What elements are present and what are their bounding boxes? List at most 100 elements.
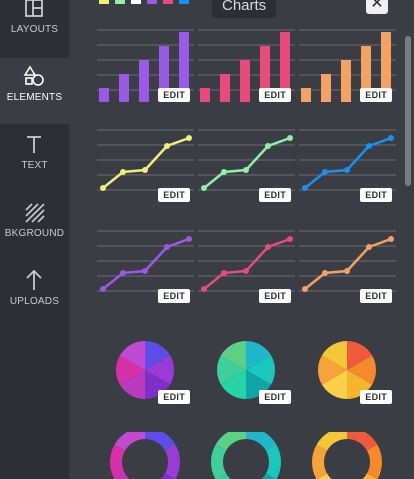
donut-chart-card-purple[interactable] bbox=[97, 432, 194, 479]
bar-chart-card-orange[interactable]: EDIT bbox=[299, 28, 396, 104]
bar bbox=[341, 60, 351, 102]
sidebar-item-elements[interactable]: ELEMENTS bbox=[0, 58, 69, 124]
point bbox=[287, 135, 293, 141]
line-chart-card-purple[interactable]: EDIT bbox=[97, 229, 194, 305]
edit-button[interactable]: EDIT bbox=[158, 188, 190, 202]
pie-slice bbox=[318, 355, 347, 385]
pie-slice bbox=[321, 341, 347, 370]
point bbox=[186, 236, 192, 242]
pie-slice bbox=[347, 355, 376, 385]
donut-chart-thumbnail bbox=[312, 432, 382, 479]
sidebar-item-uploads[interactable]: UPLOADS bbox=[0, 262, 69, 328]
point bbox=[186, 135, 192, 141]
edit-button[interactable]: EDIT bbox=[360, 88, 392, 102]
point bbox=[322, 169, 328, 175]
edit-button[interactable]: EDIT bbox=[259, 289, 291, 303]
strip-tile bbox=[147, 0, 157, 4]
donut-segment bbox=[316, 432, 348, 451]
donut-segment bbox=[114, 432, 146, 451]
line-chart-card-green[interactable]: EDIT bbox=[198, 128, 295, 204]
bar bbox=[99, 88, 109, 102]
strip-tile bbox=[115, 0, 125, 4]
bar bbox=[280, 32, 290, 102]
point bbox=[366, 244, 372, 250]
point bbox=[366, 143, 372, 149]
bar bbox=[321, 74, 331, 102]
panel-title: Charts bbox=[212, 0, 277, 18]
donut-segment bbox=[245, 432, 277, 451]
point bbox=[100, 185, 106, 191]
line-chart-thumbnail bbox=[198, 129, 295, 191]
sidebar-item-label: ELEMENTS bbox=[6, 92, 63, 103]
sidebar-item-label: TEXT bbox=[21, 160, 48, 171]
point bbox=[265, 244, 271, 250]
bar-chart-card-purple[interactable]: EDIT bbox=[97, 28, 194, 104]
line-chart-card-pink[interactable]: EDIT bbox=[198, 229, 295, 305]
pie-slice bbox=[145, 355, 174, 385]
edit-button[interactable]: EDIT bbox=[158, 289, 190, 303]
bar bbox=[381, 32, 391, 102]
edit-button[interactable]: EDIT bbox=[360, 390, 392, 404]
sidebar-item-background[interactable]: BKGROUND bbox=[0, 194, 69, 260]
edit-button[interactable]: EDIT bbox=[158, 390, 190, 404]
donut-chart-card-teal[interactable] bbox=[198, 432, 295, 479]
point bbox=[164, 244, 170, 250]
edit-button[interactable]: EDIT bbox=[158, 88, 190, 102]
edit-button[interactable]: EDIT bbox=[360, 289, 392, 303]
bar bbox=[200, 88, 210, 102]
bar bbox=[240, 60, 250, 102]
edit-button[interactable]: EDIT bbox=[259, 390, 291, 404]
bar bbox=[159, 46, 169, 102]
point bbox=[344, 167, 350, 173]
line-chart-thumbnail bbox=[97, 129, 194, 191]
pie-slice bbox=[116, 355, 145, 385]
strip-tile bbox=[99, 0, 109, 4]
pie-slice bbox=[145, 341, 171, 370]
sidebar-item-text[interactable]: TEXT bbox=[0, 126, 69, 192]
donut-segment bbox=[312, 444, 328, 479]
donut-segment bbox=[115, 473, 130, 479]
donut-segment bbox=[164, 444, 180, 479]
line-chart-card-yellow[interactable]: EDIT bbox=[97, 128, 194, 204]
pie-chart-card-purple[interactable]: EDIT bbox=[97, 330, 194, 406]
strip-tile bbox=[179, 0, 189, 4]
donut-chart-card-warm[interactable] bbox=[299, 432, 396, 479]
bar bbox=[139, 60, 149, 102]
line-chart-card-blue[interactable]: EDIT bbox=[299, 128, 396, 204]
bar-chart-card-pink[interactable]: EDIT bbox=[198, 28, 295, 104]
point bbox=[221, 169, 227, 175]
pie-chart-card-warm[interactable]: EDIT bbox=[299, 330, 396, 406]
pie-slice bbox=[220, 341, 246, 370]
point bbox=[201, 185, 207, 191]
donut-segment bbox=[261, 473, 276, 479]
bar-chart-thumbnail bbox=[198, 29, 295, 102]
edit-button[interactable]: EDIT bbox=[259, 188, 291, 202]
bar bbox=[220, 74, 230, 102]
shapes-icon bbox=[23, 65, 44, 86]
strip-tile bbox=[163, 0, 173, 4]
edit-button[interactable]: EDIT bbox=[259, 88, 291, 102]
donut-segment bbox=[160, 473, 175, 479]
sidebar: LAYOUTS ELEMENTS TEXT BKGROUND U bbox=[0, 0, 69, 479]
donut-segment bbox=[215, 432, 247, 451]
point bbox=[243, 167, 249, 173]
upload-icon bbox=[26, 269, 42, 290]
close-icon[interactable]: ✕ bbox=[366, 0, 388, 14]
donut-segment bbox=[317, 473, 332, 479]
line-chart-card-orange[interactable]: EDIT bbox=[299, 229, 396, 305]
point bbox=[221, 270, 227, 276]
pie-slice bbox=[246, 355, 275, 385]
edit-button[interactable]: EDIT bbox=[360, 188, 392, 202]
point bbox=[120, 169, 126, 175]
pie-chart-card-teal[interactable]: EDIT bbox=[198, 330, 295, 406]
point bbox=[201, 286, 207, 292]
line-chart-thumbnail bbox=[299, 129, 396, 191]
strip-tile bbox=[131, 0, 141, 4]
point bbox=[164, 143, 170, 149]
scrollbar[interactable] bbox=[405, 36, 411, 186]
sidebar-item-label: UPLOADS bbox=[9, 296, 60, 307]
pie-chart-thumbnail bbox=[217, 341, 275, 399]
donut-segment bbox=[265, 444, 281, 479]
sidebar-item-layouts[interactable]: LAYOUTS bbox=[0, 0, 69, 56]
point bbox=[287, 236, 293, 242]
